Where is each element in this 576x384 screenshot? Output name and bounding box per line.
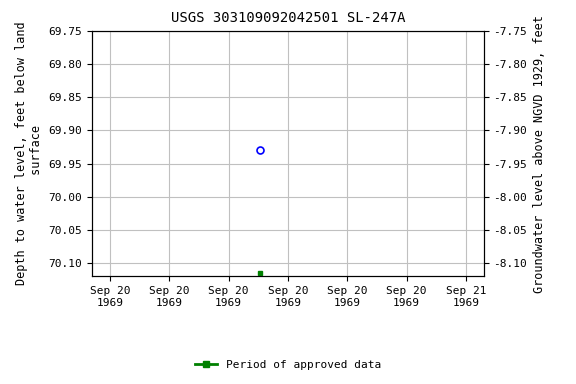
Title: USGS 303109092042501 SL-247A: USGS 303109092042501 SL-247A <box>170 12 406 25</box>
Y-axis label: Depth to water level, feet below land
 surface: Depth to water level, feet below land su… <box>15 22 43 285</box>
Y-axis label: Groundwater level above NGVD 1929, feet: Groundwater level above NGVD 1929, feet <box>533 15 546 293</box>
Legend: Period of approved data: Period of approved data <box>191 355 385 374</box>
